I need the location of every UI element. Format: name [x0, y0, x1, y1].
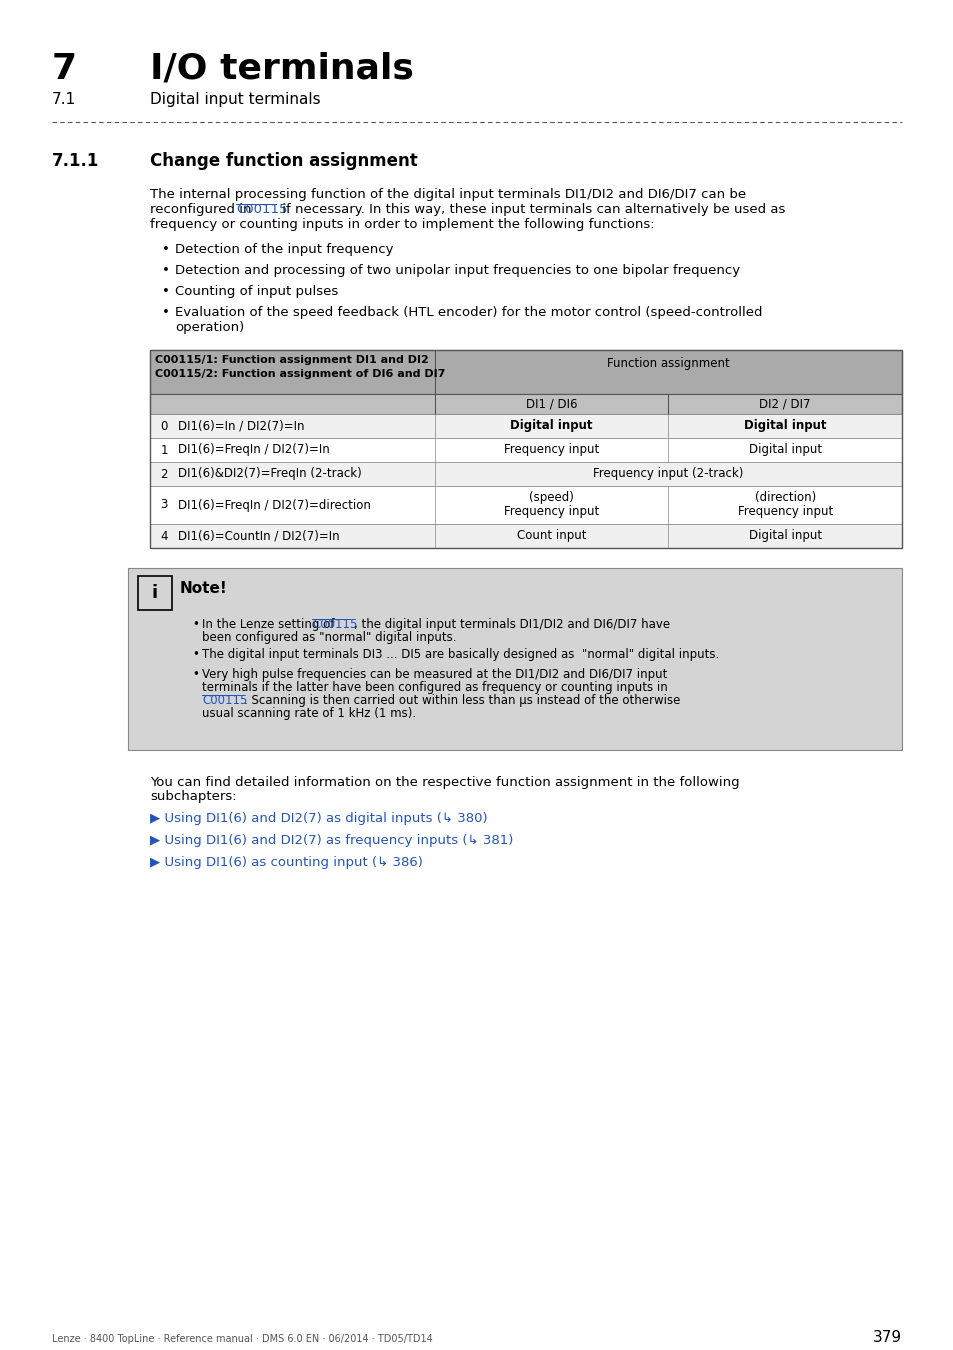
FancyBboxPatch shape [138, 576, 172, 610]
Text: if necessary. In this way, these input terminals can alternatively be used as: if necessary. In this way, these input t… [277, 202, 784, 216]
Text: Change function assignment: Change function assignment [150, 153, 417, 170]
FancyBboxPatch shape [150, 414, 901, 437]
Text: •: • [162, 285, 170, 298]
Text: Digital input terminals: Digital input terminals [150, 92, 320, 107]
FancyBboxPatch shape [150, 524, 901, 548]
Text: Very high pulse frequencies can be measured at the DI1/DI2 and DI6/DI7 input: Very high pulse frequencies can be measu… [202, 668, 667, 680]
Text: Frequency input: Frequency input [737, 505, 832, 518]
Text: i: i [152, 585, 158, 602]
Text: •: • [192, 668, 198, 680]
Text: ▶ Using DI1(6) and DI2(7) as digital inputs (↳ 380): ▶ Using DI1(6) and DI2(7) as digital inp… [150, 811, 487, 825]
FancyBboxPatch shape [150, 394, 901, 414]
Text: reconfigured in: reconfigured in [150, 202, 255, 216]
Text: ▶ Using DI1(6) as counting input (↳ 386): ▶ Using DI1(6) as counting input (↳ 386) [150, 856, 422, 869]
Text: Digital input: Digital input [510, 420, 593, 432]
FancyBboxPatch shape [128, 568, 901, 751]
Text: 379: 379 [872, 1330, 901, 1345]
Text: 3: 3 [160, 498, 168, 512]
Text: Digital input: Digital input [748, 529, 821, 543]
Text: •: • [192, 618, 198, 630]
Text: DI1(6)=In / DI2(7)=In: DI1(6)=In / DI2(7)=In [178, 420, 304, 432]
Text: subchapters:: subchapters: [150, 790, 236, 803]
Text: Count input: Count input [517, 529, 586, 543]
Text: C00115: C00115 [202, 694, 247, 707]
Text: 2: 2 [160, 467, 168, 481]
FancyBboxPatch shape [150, 437, 901, 462]
Text: •: • [162, 306, 170, 319]
Text: I/O terminals: I/O terminals [150, 53, 414, 86]
Text: The digital input terminals DI3 ... DI5 are basically designed as  "normal" digi: The digital input terminals DI3 ... DI5 … [202, 648, 719, 662]
Text: Evaluation of the speed feedback (HTL encoder) for the motor control (speed-cont: Evaluation of the speed feedback (HTL en… [174, 306, 761, 319]
Text: (direction): (direction) [754, 491, 815, 505]
Text: The internal processing function of the digital input terminals DI1/DI2 and DI6/: The internal processing function of the … [150, 188, 745, 201]
Text: Detection of the input frequency: Detection of the input frequency [174, 243, 393, 256]
Text: C00115: C00115 [312, 618, 357, 630]
Text: •: • [192, 648, 198, 662]
Text: DI1(6)=CountIn / DI2(7)=In: DI1(6)=CountIn / DI2(7)=In [178, 529, 339, 543]
Text: 7: 7 [52, 53, 77, 86]
Text: Detection and processing of two unipolar input frequencies to one bipolar freque: Detection and processing of two unipolar… [174, 265, 740, 277]
Text: DI1(6)=FreqIn / DI2(7)=In: DI1(6)=FreqIn / DI2(7)=In [178, 444, 330, 456]
Text: 1: 1 [160, 444, 168, 456]
Text: ▶ Using DI1(6) and DI2(7) as frequency inputs (↳ 381): ▶ Using DI1(6) and DI2(7) as frequency i… [150, 834, 513, 846]
Text: 7.1.1: 7.1.1 [52, 153, 99, 170]
Text: Function assignment: Function assignment [606, 358, 729, 370]
FancyBboxPatch shape [150, 486, 901, 524]
Text: DI1(6)=FreqIn / DI2(7)=direction: DI1(6)=FreqIn / DI2(7)=direction [178, 498, 371, 512]
Text: Frequency input (2-track): Frequency input (2-track) [593, 467, 743, 481]
Text: •: • [162, 243, 170, 256]
Text: Note!: Note! [180, 580, 228, 595]
Text: DI1 / DI6: DI1 / DI6 [525, 397, 577, 410]
Text: Frequency input: Frequency input [503, 444, 598, 456]
Text: operation): operation) [174, 321, 244, 333]
Text: 0: 0 [160, 420, 168, 432]
Text: In the Lenze setting of: In the Lenze setting of [202, 618, 337, 630]
Text: C00115/2: Function assignment of DI6 and DI7: C00115/2: Function assignment of DI6 and… [154, 369, 445, 379]
Text: (speed): (speed) [529, 491, 574, 505]
Text: . Scanning is then carried out within less than μs instead of the otherwise: . Scanning is then carried out within le… [244, 694, 679, 707]
FancyBboxPatch shape [150, 350, 901, 394]
Text: 4: 4 [160, 529, 168, 543]
Text: Counting of input pulses: Counting of input pulses [174, 285, 338, 298]
Text: DI2 / DI7: DI2 / DI7 [759, 397, 810, 410]
Text: Lenze · 8400 TopLine · Reference manual · DMS 6.0 EN · 06/2014 · TD05/TD14: Lenze · 8400 TopLine · Reference manual … [52, 1334, 433, 1345]
Text: C00115: C00115 [235, 202, 287, 216]
Text: •: • [162, 265, 170, 277]
Text: usual scanning rate of 1 kHz (1 ms).: usual scanning rate of 1 kHz (1 ms). [202, 707, 416, 720]
Text: frequency or counting inputs in order to implement the following functions:: frequency or counting inputs in order to… [150, 217, 654, 231]
Text: Digital input: Digital input [743, 420, 825, 432]
Text: C00115/1: Function assignment DI1 and DI2: C00115/1: Function assignment DI1 and DI… [154, 355, 428, 364]
FancyBboxPatch shape [150, 462, 901, 486]
Text: 7.1: 7.1 [52, 92, 76, 107]
Text: , the digital input terminals DI1/DI2 and DI6/DI7 have: , the digital input terminals DI1/DI2 an… [354, 618, 669, 630]
Text: Digital input: Digital input [748, 444, 821, 456]
Text: Frequency input: Frequency input [503, 505, 598, 518]
Text: been configured as "normal" digital inputs.: been configured as "normal" digital inpu… [202, 630, 456, 644]
Text: DI1(6)&DI2(7)=FreqIn (2-track): DI1(6)&DI2(7)=FreqIn (2-track) [178, 467, 361, 481]
Text: terminals if the latter have been configured as frequency or counting inputs in: terminals if the latter have been config… [202, 680, 667, 694]
Text: You can find detailed information on the respective function assignment in the f: You can find detailed information on the… [150, 776, 739, 788]
